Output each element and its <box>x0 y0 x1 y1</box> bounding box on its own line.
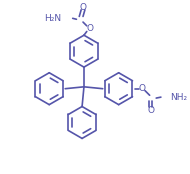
Text: NH₂: NH₂ <box>170 93 187 102</box>
Text: O: O <box>139 84 146 93</box>
Text: O: O <box>80 3 86 11</box>
Text: H₂N: H₂N <box>44 14 61 23</box>
Text: O: O <box>86 24 93 33</box>
Text: O: O <box>147 106 154 115</box>
